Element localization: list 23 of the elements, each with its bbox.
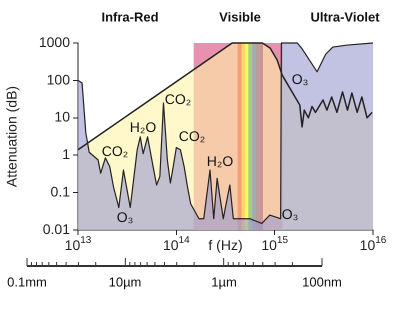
text: 0.1mm <box>7 274 47 290</box>
y-tick-label: 0.01 <box>42 220 70 237</box>
y-tick-label: 10 <box>54 108 70 125</box>
annotation: CO₂ <box>164 90 192 107</box>
text: Visible <box>219 10 261 25</box>
y-axis-title: Attenuation (dB) <box>3 86 20 188</box>
annotation: CO₂ <box>102 142 128 159</box>
y-tick-label: 1 <box>62 146 70 162</box>
text: 100nm <box>302 274 342 290</box>
annotation: O₃ <box>292 70 308 87</box>
x-axis-title: f (Hz) <box>208 236 243 253</box>
y-tick-label: 100 <box>46 71 70 88</box>
text: 10µm <box>108 274 142 290</box>
y-tick-label: 1000 <box>38 34 70 50</box>
y-tick-label: 0.1 <box>50 183 70 200</box>
text: 1µm <box>211 274 237 290</box>
annotation: H₂O <box>206 152 234 169</box>
text: Ultra-Violet <box>310 10 380 25</box>
annotation: O₃ <box>282 206 298 222</box>
annotation: O₃ <box>116 208 134 225</box>
text: Infra-Red <box>101 10 159 25</box>
annotation: CO₂ <box>178 128 206 144</box>
annotation: H₂O <box>130 118 156 135</box>
